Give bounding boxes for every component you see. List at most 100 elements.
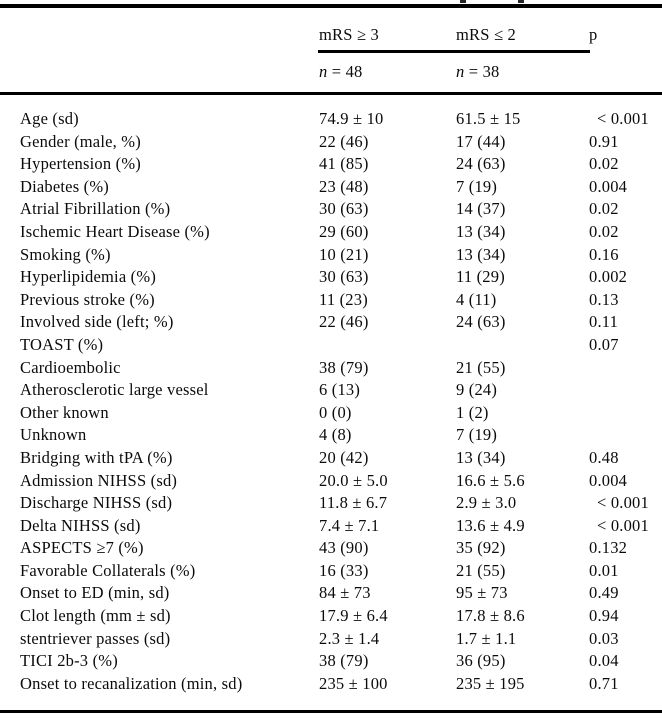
value-group2: 24 (63) xyxy=(456,312,506,332)
col-header-group2: mRS ≤ 2 xyxy=(456,25,516,44)
table-row: Onset to recanalization (min, sd) 235 ± … xyxy=(0,673,662,696)
value-group2: 13 (34) xyxy=(456,221,506,241)
row-label: ASPECTS ≥7 (%) xyxy=(20,538,144,558)
n-symbol: n xyxy=(456,62,465,81)
value-group2: 7 (19) xyxy=(456,176,498,196)
col-header-group1: mRS ≥ 3 xyxy=(319,25,379,44)
table-row: Clot length (mm ± sd) 17.9 ± 6.4 17.8 ± … xyxy=(0,605,662,628)
value-group1: 2.3 ± 1.4 xyxy=(319,628,380,648)
table-row: Diabetes (%) 23 (48) 7 (19) 0.004 xyxy=(0,176,662,199)
row-label: Age (sd) xyxy=(20,109,79,128)
table-row: Ischemic Heart Disease (%) 29 (60) 13 (3… xyxy=(0,221,662,244)
header-spacer xyxy=(20,25,319,45)
p-value: 0.48 xyxy=(589,447,619,467)
table-row: Other known 0 (0) 1 (2) xyxy=(0,402,662,425)
table-row: Onset to ED (min, sd) 84 ± 73 95 ± 73 0.… xyxy=(0,582,662,605)
p-value: 0.02 xyxy=(589,199,619,219)
row-label: Hypertension (%) xyxy=(20,154,141,174)
value-group1: 38 (79) xyxy=(319,651,369,671)
p-value: < 0.001 xyxy=(597,515,649,535)
group1-sample-size: n = 48 xyxy=(319,62,456,82)
table-row: stentriever passes (sd) 2.3 ± 1.4 1.7 ± … xyxy=(0,628,662,651)
header-group-rule xyxy=(318,50,590,53)
value-group2: 4 (11) xyxy=(456,289,497,309)
value-group2: 35 (92) xyxy=(456,538,506,558)
value-group1: 7.4 ± 7.1 xyxy=(319,515,380,535)
table-bottom-rule xyxy=(0,710,662,713)
p-value: < 0.001 xyxy=(597,109,649,128)
table-row: Favorable Collaterals (%) 16 (33) 21 (55… xyxy=(0,560,662,583)
row-label: Atherosclerotic large vessel xyxy=(20,380,209,400)
value-group1: 20.0 ± 5.0 xyxy=(319,470,388,490)
col-header-p: p xyxy=(589,25,598,44)
value-group2: 17 (44) xyxy=(456,131,506,151)
table-row: Cardioembolic 38 (79) 21 (55) xyxy=(0,357,662,380)
table-row: Previous stroke (%) 11 (23) 4 (11) 0.13 xyxy=(0,289,662,312)
value-group2: 11 (29) xyxy=(456,267,505,287)
value-group1: 10 (21) xyxy=(319,244,369,264)
p-value xyxy=(589,402,662,425)
p-value: 0.002 xyxy=(589,267,628,287)
row-label: Involved side (left; %) xyxy=(20,312,174,332)
p-value: 0.07 xyxy=(589,334,619,354)
table-row: Hyperlipidemia (%) 30 (63) 11 (29) 0.002 xyxy=(0,266,662,289)
value-group2: 1.7 ± 1.1 xyxy=(456,628,517,648)
row-label: Onset to ED (min, sd) xyxy=(20,583,170,603)
p-value xyxy=(589,379,662,402)
row-label: Favorable Collaterals (%) xyxy=(20,560,196,580)
row-label: Hyperlipidemia (%) xyxy=(20,267,157,287)
table-row: ASPECTS ≥7 (%) 43 (90) 35 (92) 0.132 xyxy=(0,537,662,560)
row-label: Delta NIHSS (sd) xyxy=(20,515,141,535)
value-group2: 9 (24) xyxy=(456,380,498,400)
table-row: Delta NIHSS (sd) 7.4 ± 7.1 13.6 ± 4.9 < … xyxy=(0,515,662,538)
value-group2: 2.9 ± 3.0 xyxy=(456,493,517,513)
value-group2: 16.6 ± 5.6 xyxy=(456,470,525,490)
table-row: Admission NIHSS (sd) 20.0 ± 5.0 16.6 ± 5… xyxy=(0,470,662,493)
value-group1: 17.9 ± 6.4 xyxy=(319,606,388,626)
value-group1: 4 (8) xyxy=(319,425,352,445)
table-row: Involved side (left; %) 22 (46) 24 (63) … xyxy=(0,311,662,334)
value-group2: 21 (55) xyxy=(456,357,506,377)
value-group1: 22 (46) xyxy=(319,312,369,332)
value-group1: 11 (23) xyxy=(319,289,368,309)
row-label: Smoking (%) xyxy=(20,244,111,264)
row-label: Onset to recanalization (min, sd) xyxy=(20,673,243,693)
value-group2: 7 (19) xyxy=(456,425,498,445)
value-group1: 6 (13) xyxy=(319,380,361,400)
value-group2 xyxy=(456,334,589,357)
row-label: Cardioembolic xyxy=(20,357,121,377)
table-row: Age (sd) 74.9 ± 10 61.5 ± 15 < 0.001 xyxy=(0,108,662,131)
row-label: Ischemic Heart Disease (%) xyxy=(20,221,210,241)
table-row: Bridging with tPA (%) 20 (42) 13 (34) 0.… xyxy=(0,447,662,470)
row-label: TICI 2b-3 (%) xyxy=(20,651,118,671)
p-value: < 0.001 xyxy=(597,493,649,513)
value-group1: 23 (48) xyxy=(319,176,369,196)
p-value xyxy=(589,357,662,380)
p-value: 0.91 xyxy=(589,131,619,151)
p-value: 0.94 xyxy=(589,606,619,626)
row-label: Unknown xyxy=(20,425,87,445)
subheader-spacer xyxy=(20,62,319,82)
value-group2: 24 (63) xyxy=(456,154,506,174)
row-label: stentriever passes (sd) xyxy=(20,628,171,648)
row-label: Clot length (mm ± sd) xyxy=(20,606,171,626)
value-group2: 14 (37) xyxy=(456,199,506,219)
table-row: Atrial Fibrillation (%) 30 (63) 14 (37) … xyxy=(0,198,662,221)
p-value: 0.01 xyxy=(589,560,619,580)
value-group2: 61.5 ± 15 xyxy=(456,109,521,128)
table-row: Atherosclerotic large vessel 6 (13) 9 (2… xyxy=(0,379,662,402)
p-value: 0.16 xyxy=(589,244,619,264)
p-value: 0.03 xyxy=(589,628,619,648)
table-top-rule xyxy=(0,4,662,8)
row-label: Previous stroke (%) xyxy=(20,289,155,309)
p-value: 0.11 xyxy=(589,312,619,332)
p-value: 0.02 xyxy=(589,221,619,241)
clipped-caption-descender xyxy=(518,0,524,3)
value-group1: 43 (90) xyxy=(319,538,369,558)
value-group2: 235 ± 195 xyxy=(456,673,525,693)
table-row: TICI 2b-3 (%) 38 (79) 36 (95) 0.04 xyxy=(0,650,662,673)
value-group1: 38 (79) xyxy=(319,357,369,377)
value-group1: 84 ± 73 xyxy=(319,583,371,603)
row-label: Other known xyxy=(20,402,109,422)
